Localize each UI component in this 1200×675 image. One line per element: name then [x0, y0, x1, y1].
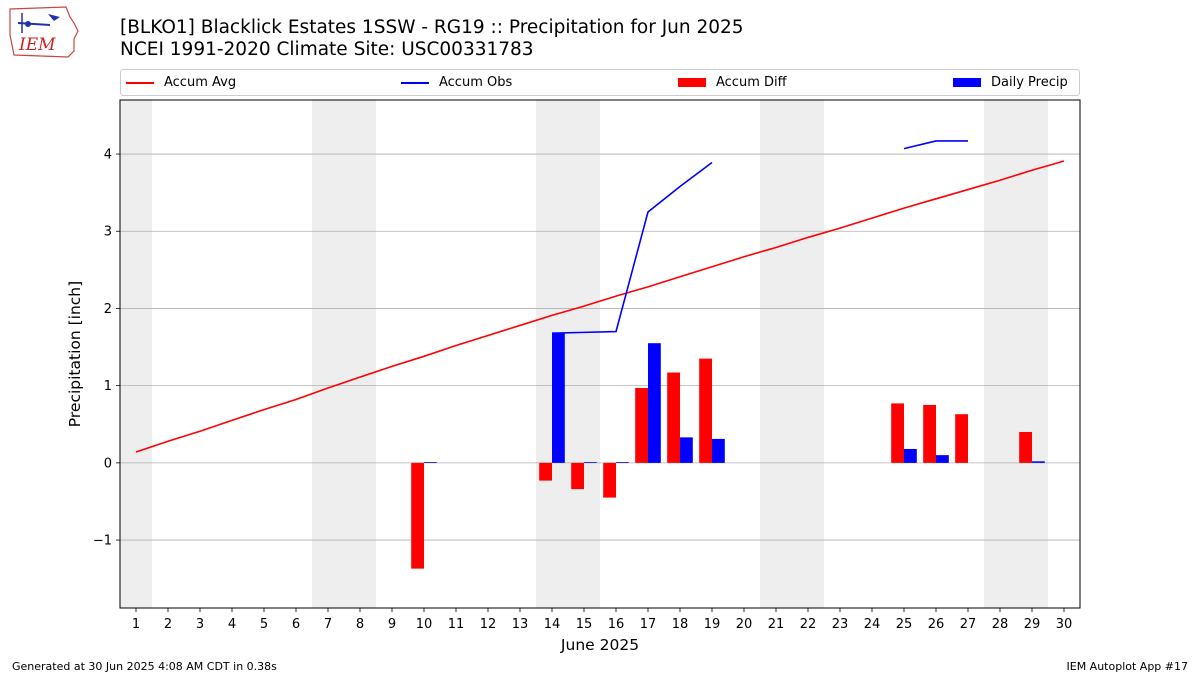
x-tick-label: 9: [388, 617, 396, 632]
x-tick-label: 2: [164, 617, 172, 632]
weekend-shade: [312, 100, 344, 608]
daily-precip-bar: [616, 462, 629, 463]
weekend-shade: [120, 100, 152, 608]
x-tick-label: 4: [228, 617, 236, 632]
accum-diff-bar: [891, 403, 904, 463]
legend-label: Daily Precip: [991, 75, 1068, 90]
chart-title: [BLKO1] Blacklick Estates 1SSW - RG19 ::…: [120, 17, 744, 38]
legend-item-accum-diff: Accum Diff: [678, 74, 787, 91]
x-tick-label: 7: [324, 617, 332, 632]
x-tick-label: 8: [356, 617, 364, 632]
chart-legend: Accum Avg Accum Obs Accum Diff Daily Pre…: [120, 69, 1080, 96]
x-tick-label: 1: [132, 617, 140, 632]
accum-diff-bar: [1019, 431, 1032, 463]
legend-swatch: [678, 78, 706, 87]
legend-item-accum-obs: Accum Obs: [401, 74, 512, 91]
y-tick-label: 4: [104, 148, 112, 163]
x-tick-label: 24: [864, 617, 881, 632]
x-tick-label: 13: [512, 617, 529, 632]
accum-diff-bar: [603, 462, 616, 498]
y-axis-label: Precipitation [inch]: [66, 281, 84, 427]
daily-precip-bar: [680, 437, 693, 463]
accum-diff-bar: [955, 414, 968, 463]
accum-avg-line: [135, 160, 1065, 453]
daily-precip-bar: [904, 448, 917, 463]
accum-diff-bar: [571, 462, 584, 490]
legend-item-accum-avg: Accum Avg: [126, 74, 236, 91]
footer-app: IEM Autoplot App #17: [1066, 660, 1189, 673]
legend-item-daily-precip: Daily Precip: [953, 74, 1068, 91]
accum-obs-line: [551, 161, 713, 334]
daily-precip-bar: [552, 333, 565, 463]
weekend-shade: [568, 100, 600, 608]
daily-precip-bar: [936, 455, 949, 463]
legend-label: Accum Obs: [439, 75, 513, 90]
daily-precip-bar: [648, 343, 661, 463]
accum-diff-bar: [635, 387, 648, 463]
x-tick-label: 12: [480, 617, 497, 632]
accum-diff-bar: [411, 462, 424, 569]
x-tick-label: 21: [768, 617, 785, 632]
accum-obs-line: [903, 140, 968, 150]
weekend-shade: [984, 100, 1016, 608]
x-tick-label: 19: [704, 617, 721, 632]
accum-diff-bar: [667, 372, 680, 463]
legend-swatch: [126, 81, 154, 84]
y-tick-label: −1: [93, 534, 112, 549]
x-tick-label: 15: [576, 617, 593, 632]
x-tick-label: 16: [608, 617, 625, 632]
daily-precip-bar: [424, 462, 437, 463]
accum-diff-bar: [923, 404, 936, 463]
y-tick-label: 0: [104, 456, 112, 471]
weekend-shade: [792, 100, 824, 608]
daily-precip-bar: [1032, 461, 1045, 463]
x-tick-label: 29: [1024, 617, 1041, 632]
daily-precip-bar: [712, 438, 725, 463]
y-tick-label: 1: [104, 379, 112, 394]
x-tick-label: 11: [448, 617, 465, 632]
accum-diff-bar: [699, 358, 712, 463]
x-tick-label: 5: [260, 617, 268, 632]
x-tick-label: 20: [736, 617, 753, 632]
weekend-shade: [344, 100, 376, 608]
daily-precip-bar: [584, 462, 597, 463]
iem-logo-text: IEM: [18, 35, 56, 55]
y-tick-label: 2: [104, 302, 112, 317]
x-tick-label: 18: [672, 617, 689, 632]
x-tick-label: 3: [196, 617, 204, 632]
x-tick-label: 28: [992, 617, 1009, 632]
legend-swatch: [953, 78, 981, 87]
x-tick-label: 6: [292, 617, 300, 632]
plot-frame: [119, 99, 1081, 609]
legend-label: Accum Avg: [164, 75, 237, 90]
x-tick-label: 27: [960, 617, 977, 632]
accum-diff-bar: [539, 462, 552, 481]
x-tick-label: 30: [1056, 617, 1073, 632]
chart-subtitle: NCEI 1991-2020 Climate Site: USC00331783: [120, 39, 534, 60]
x-tick-label: 10: [416, 617, 433, 632]
x-tick-label: 26: [928, 617, 945, 632]
x-tick-label: 23: [832, 617, 849, 632]
legend-swatch: [401, 81, 429, 84]
weekend-shade: [760, 100, 792, 608]
iem-logo: IEM: [9, 6, 79, 58]
x-tick-label: 17: [640, 617, 657, 632]
x-axis-label: June 2025: [560, 636, 639, 654]
footer-generated: Generated at 30 Jun 2025 4:08 AM CDT in …: [12, 660, 277, 673]
x-tick-label: 22: [800, 617, 817, 632]
weekend-shade: [1016, 100, 1048, 608]
x-tick-label: 25: [896, 617, 913, 632]
y-tick-label: 3: [104, 225, 112, 240]
legend-label: Accum Diff: [716, 75, 787, 90]
x-tick-label: 14: [544, 617, 561, 632]
